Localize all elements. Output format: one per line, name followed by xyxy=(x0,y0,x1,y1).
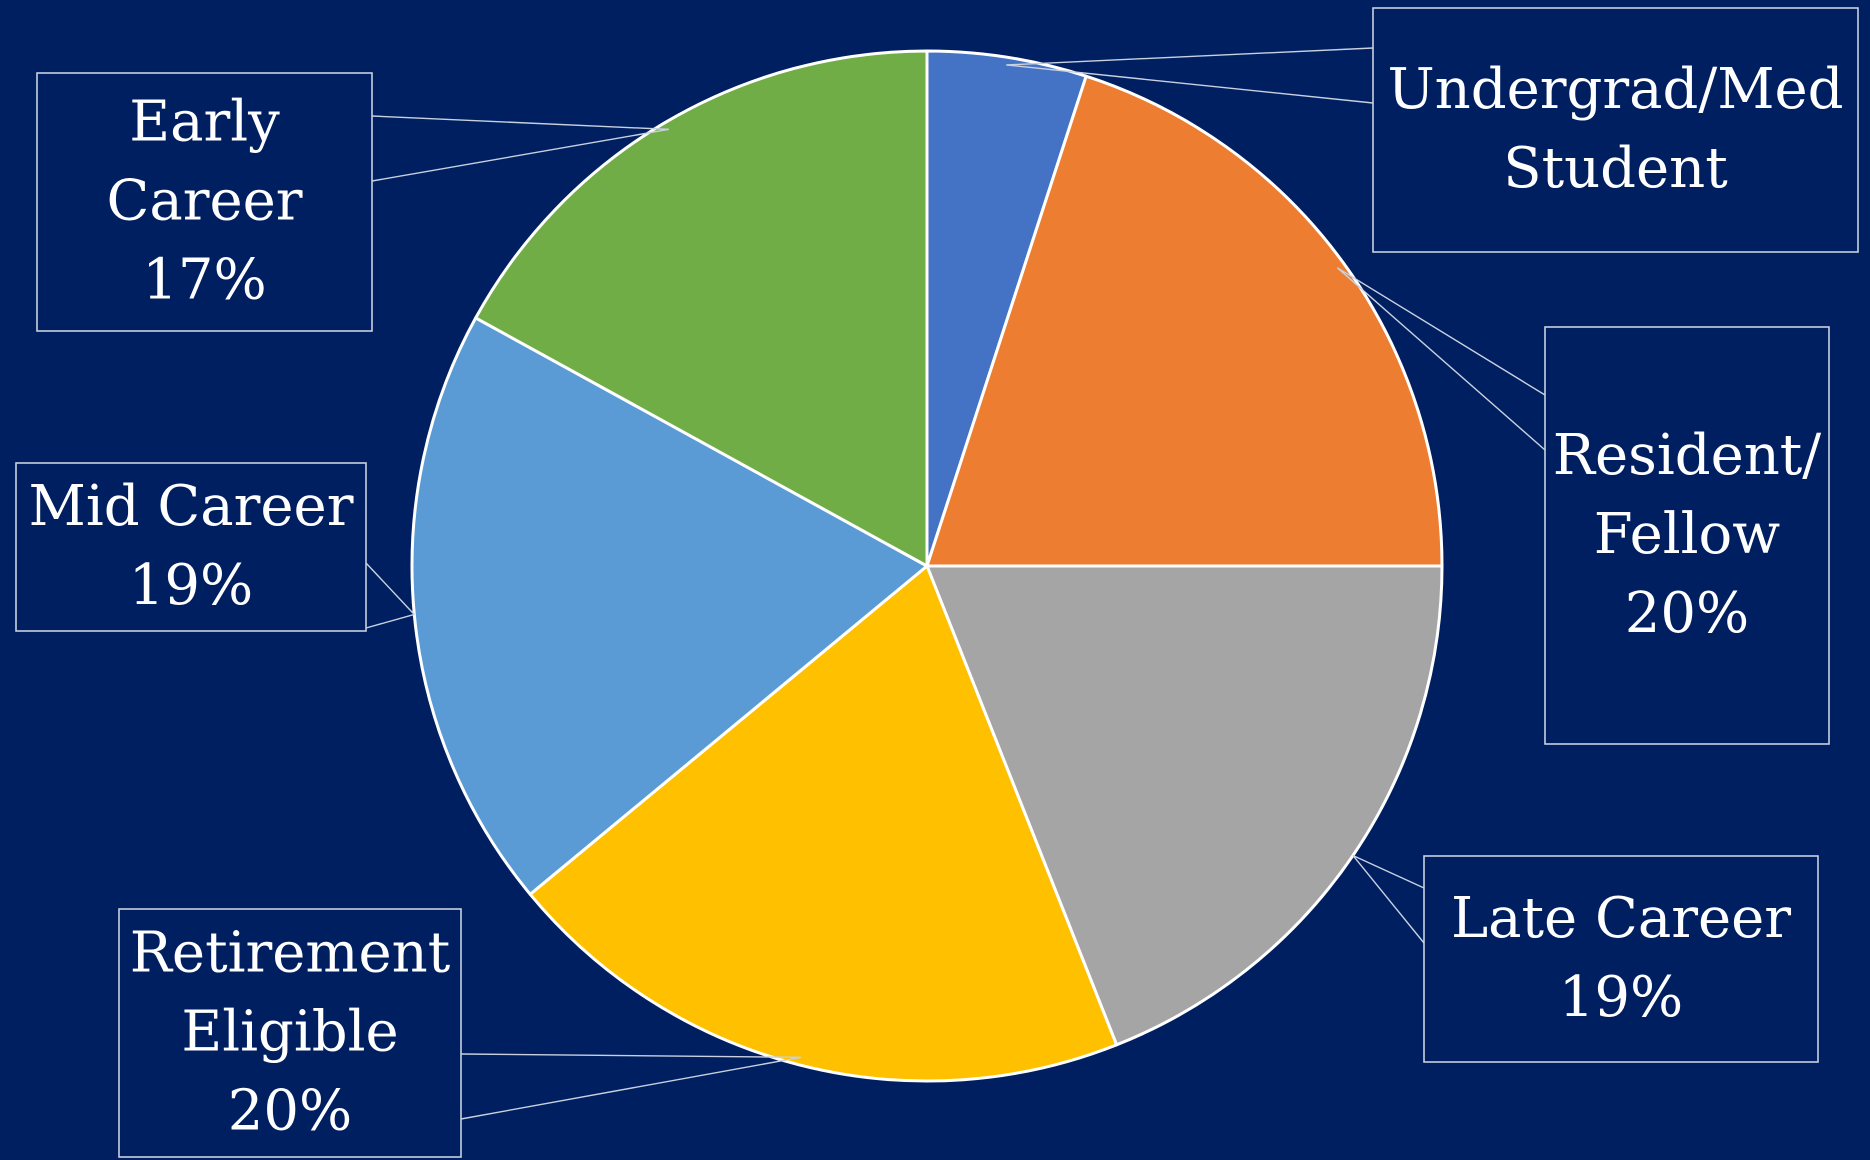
label-box-retirement-eligible xyxy=(118,908,462,1158)
pie-slice-mid-career xyxy=(410,316,929,896)
label-box-mid-career xyxy=(15,462,367,632)
leader-line-secondary-mid-career xyxy=(365,613,415,629)
label-box-early-career xyxy=(36,72,373,332)
leader-line-secondary-late-career xyxy=(1352,855,1425,944)
label-box-late-career xyxy=(1423,855,1819,1063)
data-label-mid-career-line-2: 19% xyxy=(129,553,253,618)
data-label-undergrad-med-student-line-2: Student xyxy=(1503,136,1728,201)
leader-line-secondary-resident-fellow xyxy=(1336,267,1546,451)
data-label-early-career-line-1: Early xyxy=(129,89,280,154)
leader-line-undergrad-med-student xyxy=(1006,47,1374,66)
data-label-resident-fellow-line-3: 20% xyxy=(1625,581,1749,646)
leader-line-retirement-eligible xyxy=(460,1053,801,1059)
leader-line-late-career xyxy=(1352,854,1425,889)
data-label-mid-career-line-1: Mid Career xyxy=(29,474,354,539)
label-box-undergrad-med-student xyxy=(1372,7,1859,253)
leader-line-mid-career xyxy=(365,562,415,615)
slices-layer xyxy=(410,49,1444,1083)
pie-slice-resident-fellow xyxy=(925,74,1444,568)
data-label-retirement-eligible-line-2: Eligible xyxy=(181,999,398,1064)
pie-slice-retirement-eligible xyxy=(528,564,1119,1083)
leader-line-secondary-undergrad-med-student xyxy=(1006,64,1374,104)
data-label-early-career-line-3: 17% xyxy=(142,247,266,312)
data-label-undergrad-med-student-line-1: Undergrad/Med xyxy=(1387,57,1843,122)
pie-slice-late-career xyxy=(925,564,1444,1047)
data-label-resident-fellow-line-2: Fellow xyxy=(1594,502,1780,567)
data-label-resident-fellow-line-1: Resident/ xyxy=(1553,423,1822,488)
leader-line-secondary-early-career xyxy=(371,128,669,182)
data-label-late-career-line-1: Late Career xyxy=(1451,886,1791,951)
leaders-layer xyxy=(365,47,1546,1120)
leader-line-resident-fellow xyxy=(1337,267,1546,396)
data-label-early-career-line-2: Career xyxy=(106,168,302,233)
data-label-late-career-line-2: 19% xyxy=(1559,965,1683,1030)
data-label-retirement-eligible-line-3: 20% xyxy=(228,1078,352,1143)
pie-slice-undergrad-med-student xyxy=(925,49,1088,568)
label-box-resident-fellow xyxy=(1544,326,1830,745)
leader-line-early-career xyxy=(371,115,669,131)
pie-slice-early-career xyxy=(474,49,929,568)
labels-layer: Undergrad/Med Student Resident/Fellow 20% La… xyxy=(15,7,1859,1158)
leader-line-secondary-retirement-eligible xyxy=(460,1056,801,1120)
data-label-retirement-eligible-line-1: Retirement xyxy=(130,920,451,985)
